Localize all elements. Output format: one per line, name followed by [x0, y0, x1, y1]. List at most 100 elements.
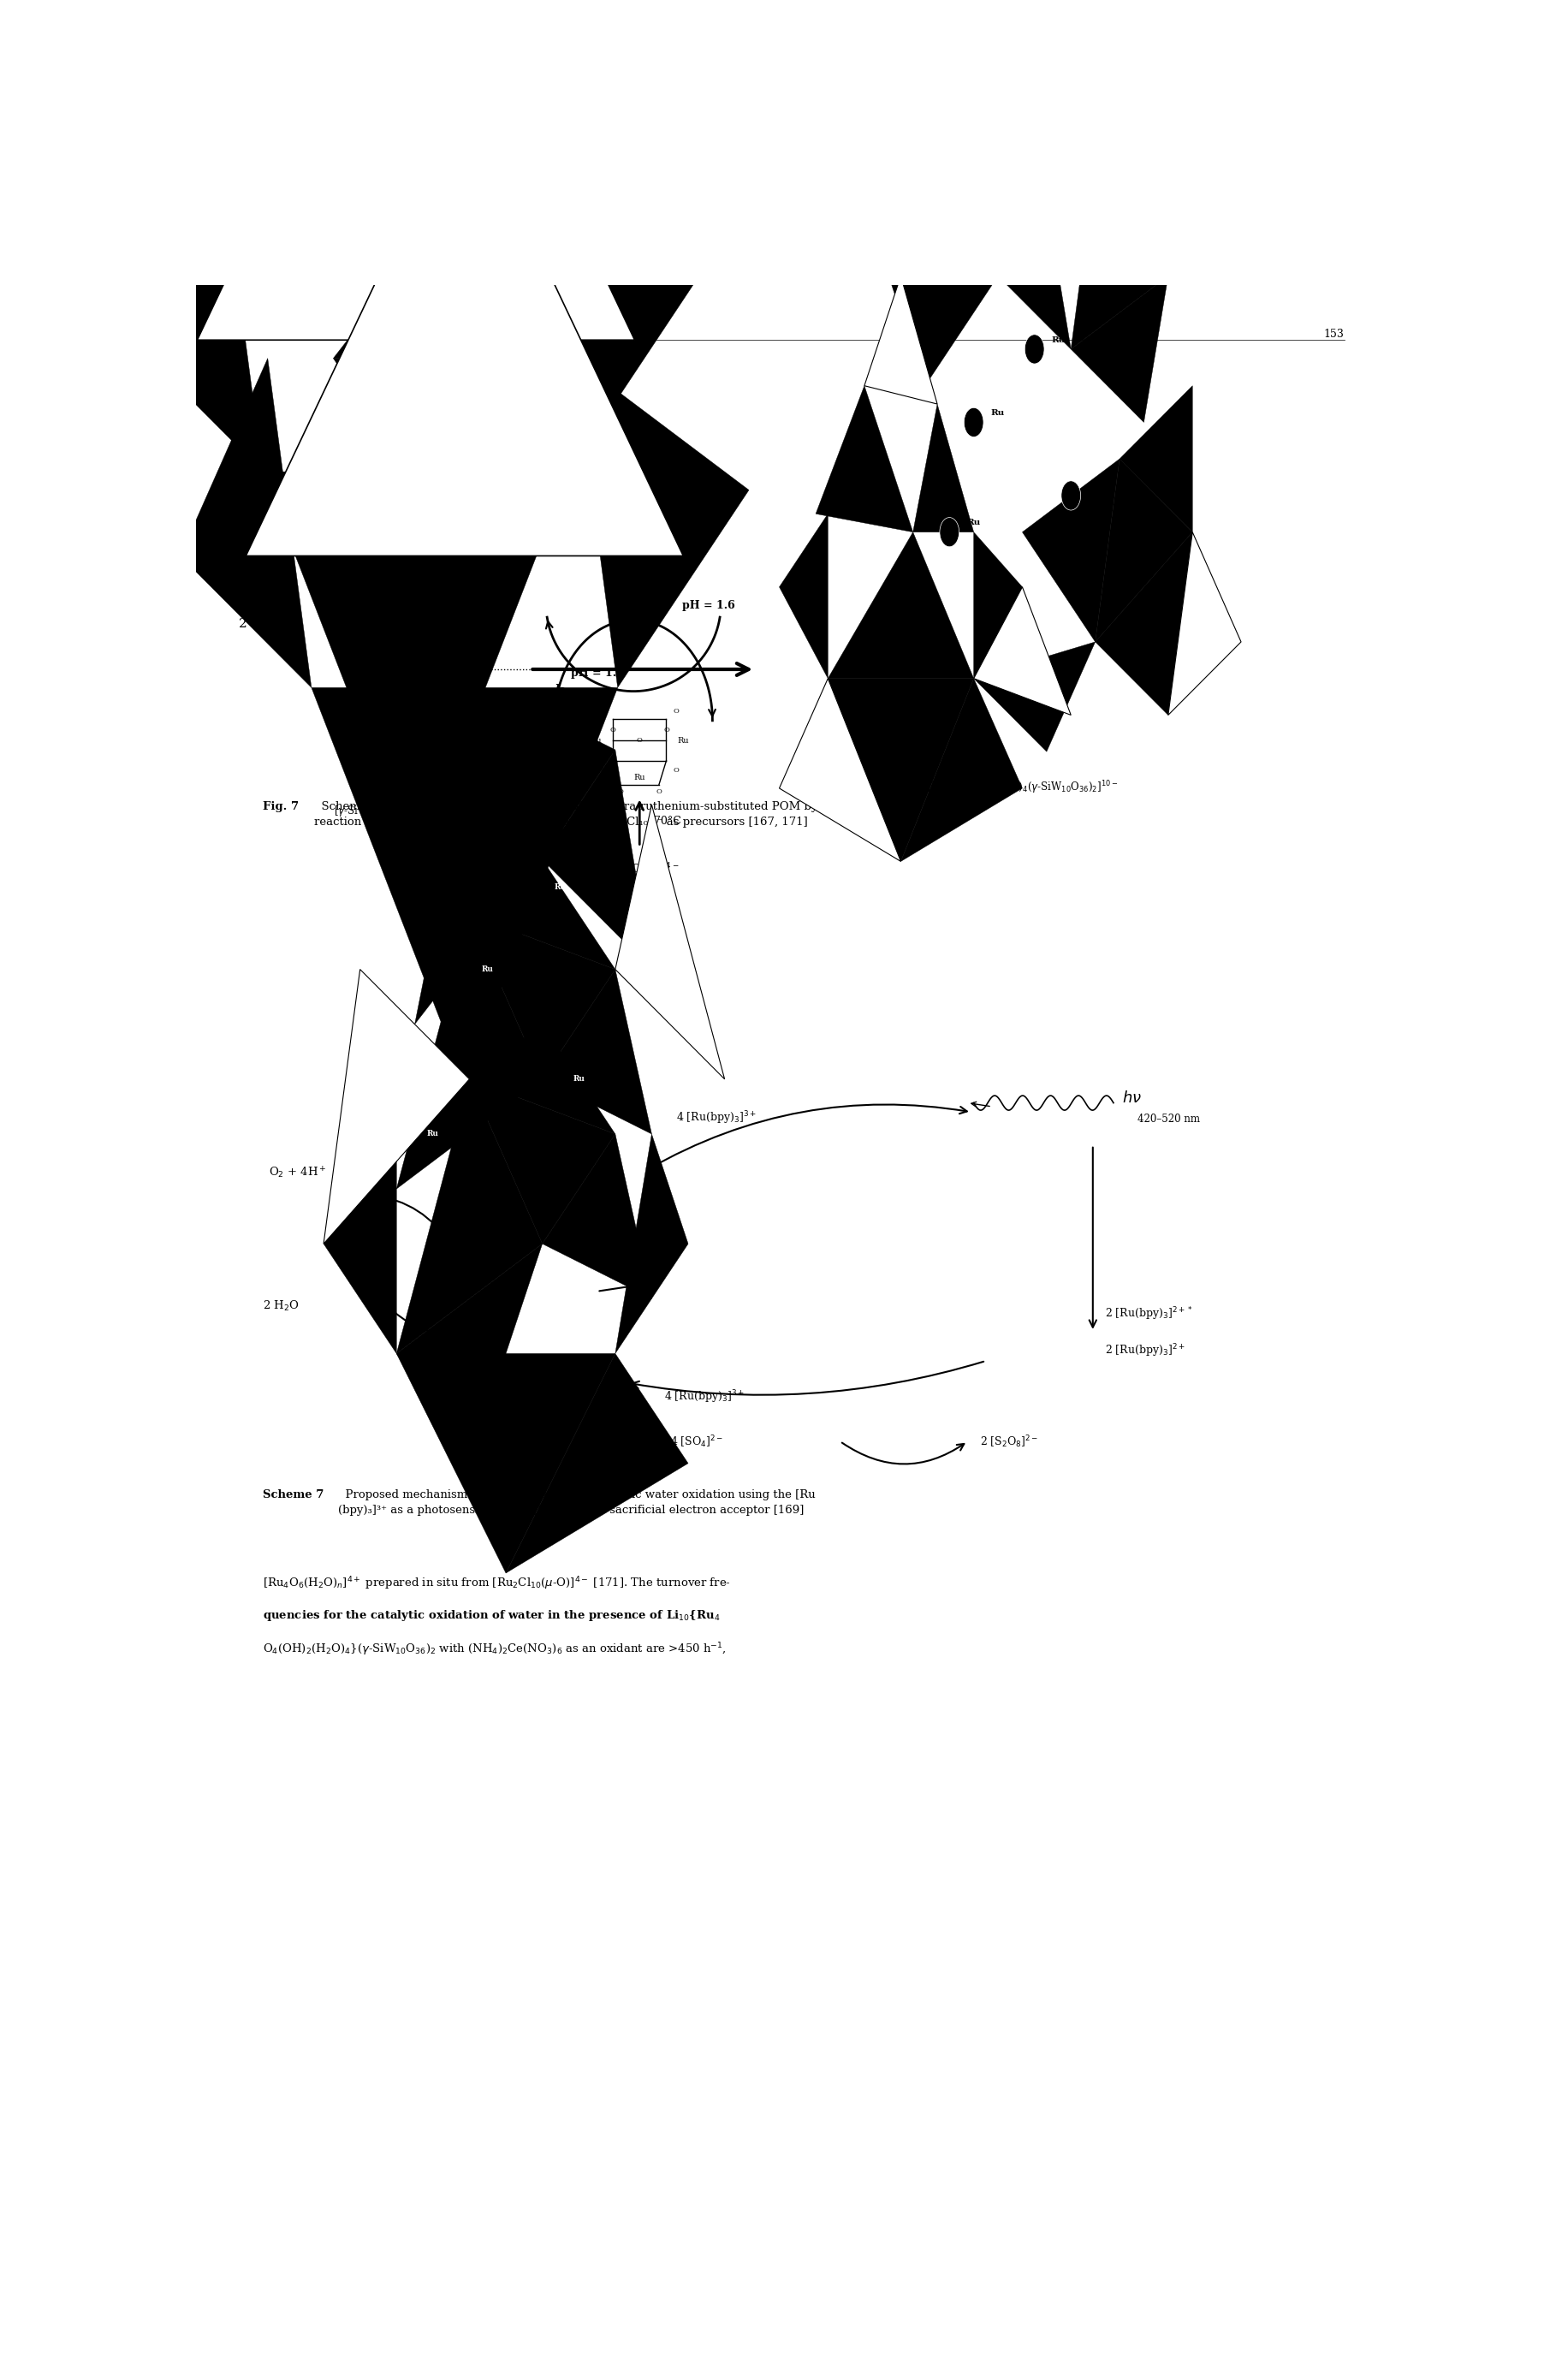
Text: Scheme 7: Scheme 7 — [263, 1490, 325, 1499]
Text: Ru: Ru — [555, 884, 566, 891]
Polygon shape — [974, 587, 1071, 715]
Text: Ru: Ru — [966, 518, 980, 527]
Text: 2 [S$_2$O$_8$]$^{2-}$: 2 [S$_2$O$_8$]$^{2-}$ — [980, 1435, 1038, 1449]
Polygon shape — [543, 969, 652, 1133]
Polygon shape — [525, 143, 701, 473]
Polygon shape — [397, 1354, 615, 1573]
Polygon shape — [397, 915, 543, 1188]
Polygon shape — [615, 805, 724, 1079]
Polygon shape — [285, 0, 525, 143]
Polygon shape — [828, 680, 974, 862]
Text: 4 [Ru(bpy)$_3$]$^{3+}$: 4 [Ru(bpy)$_3$]$^{3+}$ — [676, 1110, 756, 1126]
Text: 420–520 nm: 420–520 nm — [1138, 1114, 1200, 1124]
Text: 2 [Ru(bpy)$_3$]$^{2+*}$: 2 [Ru(bpy)$_3$]$^{2+*}$ — [1105, 1307, 1193, 1323]
Text: pH = 1.8: pH = 1.8 — [571, 668, 624, 680]
Polygon shape — [1071, 276, 1168, 423]
Text: O: O — [673, 767, 679, 772]
Polygon shape — [263, 473, 569, 867]
Polygon shape — [469, 915, 615, 1079]
Polygon shape — [864, 276, 938, 404]
Polygon shape — [469, 1024, 615, 1133]
Polygon shape — [1120, 385, 1193, 532]
Text: 2 [Ru(bpy)$_3$]$^{2+}$: 2 [Ru(bpy)$_3$]$^{2+}$ — [1105, 1342, 1185, 1359]
Polygon shape — [469, 1079, 615, 1243]
Text: O: O — [655, 789, 662, 796]
Text: [$\gamma$-SiW$_{10}$O$_{36}$]$^{8-}$: [$\gamma$-SiW$_{10}$O$_{36}$]$^{8-}$ — [334, 803, 411, 820]
Polygon shape — [414, 751, 543, 1024]
Polygon shape — [949, 166, 1046, 276]
Text: Ru: Ru — [677, 737, 688, 744]
Text: O: O — [637, 737, 643, 744]
Circle shape — [1062, 480, 1080, 511]
Text: Schematic representation for the synthesis of the tetra-ruthenium-substituted PO: Schematic representation for the synthes… — [314, 801, 839, 827]
Text: 4 [SO$_4$]$^{2-}$: 4 [SO$_4$]$^{2-}$ — [670, 1435, 723, 1449]
Polygon shape — [506, 694, 615, 860]
Polygon shape — [1168, 532, 1242, 715]
Polygon shape — [828, 532, 974, 680]
Polygon shape — [1022, 459, 1120, 642]
Text: O$_4$(OH)$_2$(H$_2$O)$_4$}($\gamma$-SiW$_{10}$O$_{36}$)$_2$ with (NH$_4$)$_2$Ce(: O$_4$(OH)$_2$(H$_2$O)$_4$}($\gamma$-SiW$… — [263, 1642, 726, 1658]
Text: a: a — [604, 508, 615, 523]
Polygon shape — [974, 532, 1022, 680]
Text: [Ru$_4$O$_6$(H$_2$O)$_n$]$^{4+}$ prepared in situ from [Ru$_2$Cl$_{10}$($\mu$-O): [Ru$_4$O$_6$(H$_2$O)$_n$]$^{4+}$ prepare… — [263, 1575, 731, 1592]
Polygon shape — [815, 385, 913, 532]
Text: Ru: Ru — [426, 1131, 439, 1138]
Polygon shape — [323, 1079, 397, 1354]
Polygon shape — [312, 687, 618, 1083]
Polygon shape — [397, 1243, 543, 1464]
Polygon shape — [900, 680, 1022, 862]
Polygon shape — [132, 143, 263, 473]
Text: 70°C: 70°C — [654, 815, 682, 827]
Text: Ru: Ru — [572, 1076, 585, 1083]
Text: O: O — [610, 727, 616, 734]
Polygon shape — [1094, 532, 1193, 715]
Circle shape — [964, 409, 983, 437]
Polygon shape — [246, 95, 684, 556]
Text: O$_2$ + 4H$^+$: O$_2$ + 4H$^+$ — [270, 1164, 326, 1181]
Polygon shape — [198, 0, 635, 340]
Text: 2: 2 — [238, 618, 248, 630]
Polygon shape — [397, 1079, 543, 1354]
Text: O: O — [601, 767, 607, 772]
Polygon shape — [974, 642, 1094, 751]
Text: O: O — [601, 708, 607, 715]
Text: Ru: Ru — [991, 409, 1005, 418]
Text: Ru: Ru — [1088, 482, 1102, 489]
Text: Fig. 7: Fig. 7 — [263, 801, 299, 813]
Text: 153: 153 — [1323, 328, 1344, 340]
Text: b: b — [555, 684, 566, 699]
Polygon shape — [323, 969, 469, 1243]
Text: Ru: Ru — [1052, 335, 1065, 345]
Text: quencies for the catalytic oxidation of water in the presence of Li$_{10}${Ru$_4: quencies for the catalytic oxidation of … — [263, 1609, 720, 1623]
Text: 2[Ru$_2$OCl$_{10}$]$^{4-}$: 2[Ru$_2$OCl$_{10}$]$^{4-}$ — [601, 862, 679, 877]
Circle shape — [939, 518, 960, 546]
Polygon shape — [997, 202, 1071, 349]
Text: O: O — [663, 727, 670, 734]
Text: Ru: Ru — [481, 965, 494, 974]
Polygon shape — [615, 1133, 688, 1354]
Polygon shape — [779, 680, 900, 862]
Polygon shape — [285, 143, 525, 340]
Text: 4 [Ru(bpy)$_3$]$^{3+}$: 4 [Ru(bpy)$_3$]$^{3+}$ — [663, 1388, 745, 1404]
Polygon shape — [779, 513, 828, 680]
Circle shape — [1025, 335, 1044, 364]
Text: 2 H$_2$O: 2 H$_2$O — [263, 1300, 299, 1314]
Polygon shape — [180, 359, 312, 687]
Text: O: O — [673, 708, 679, 715]
Polygon shape — [1071, 166, 1168, 349]
Polygon shape — [543, 751, 652, 969]
Text: pH = 1.6: pH = 1.6 — [682, 599, 735, 611]
Text: $h\nu$: $h\nu$ — [1123, 1091, 1142, 1105]
Polygon shape — [913, 404, 974, 532]
Polygon shape — [506, 1354, 688, 1573]
Text: [Ru$_4$O$_4$(OH)$_2$(H$_2$O)$_4$($\gamma$-SiW$_{10}$O$_{36}$)$_2$]$^{10-}$: [Ru$_4$O$_4$(OH)$_2$(H$_2$O)$_4$($\gamma… — [927, 779, 1118, 796]
Text: 4RuCl$_3$: 4RuCl$_3$ — [615, 532, 657, 544]
Polygon shape — [1094, 459, 1193, 642]
Text: Ru: Ru — [590, 737, 602, 744]
Polygon shape — [469, 860, 615, 969]
Text: Proposed mechanism for the light-induced catalytic water oxidation using the [Ru: Proposed mechanism for the light-induced… — [339, 1490, 815, 1516]
Text: O: O — [618, 789, 622, 796]
Text: Liquid-Phase Selective Oxidation by Multimetallic Active Sites: Liquid-Phase Selective Oxidation by Mult… — [263, 328, 602, 340]
Polygon shape — [877, 240, 997, 385]
Polygon shape — [574, 359, 750, 687]
